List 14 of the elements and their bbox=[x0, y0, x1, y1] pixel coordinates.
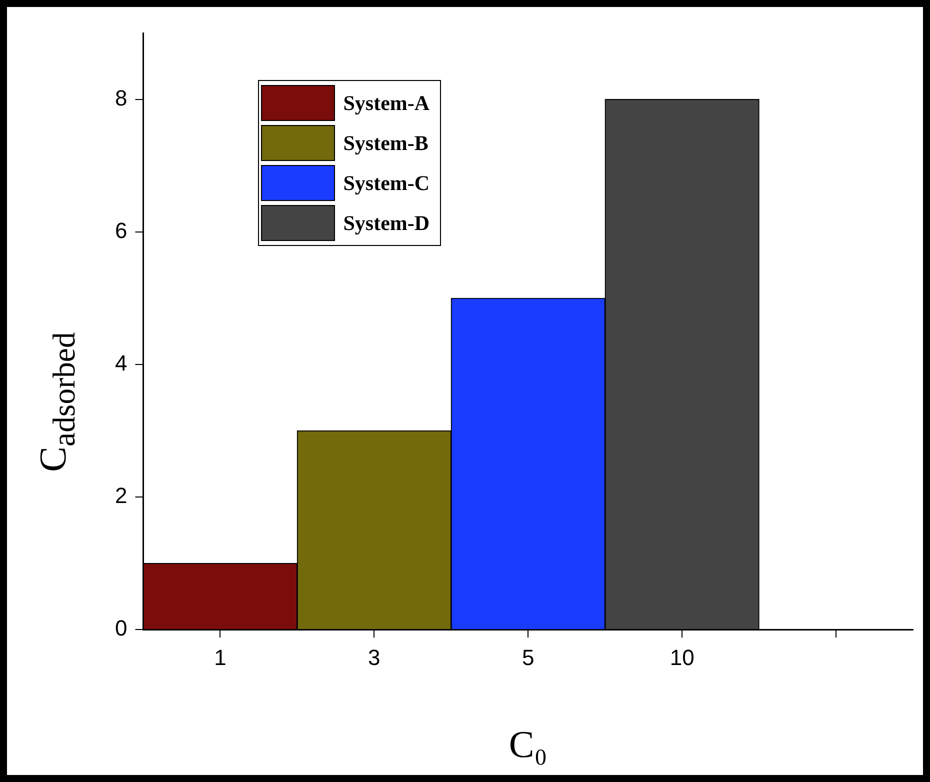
x-tick-label: 3 bbox=[368, 644, 380, 670]
legend-label: System-B bbox=[343, 130, 428, 156]
y-tick-label: 4 bbox=[114, 350, 128, 376]
x-tick-label: 10 bbox=[670, 644, 694, 670]
y-tick-label: 6 bbox=[114, 218, 128, 243]
x-tick-label: 5 bbox=[522, 644, 534, 670]
x-tick-label: 1 bbox=[214, 644, 226, 670]
legend-label: System-D bbox=[343, 210, 430, 236]
y-tick-label: 0 bbox=[114, 616, 128, 641]
x-axis-title: C₀ bbox=[508, 723, 548, 767]
legend-label: System-A bbox=[343, 90, 430, 116]
y-tick-label: 8 bbox=[114, 85, 128, 110]
y-tick-label: 2 bbox=[114, 483, 128, 508]
legend-label: System-C bbox=[343, 170, 430, 196]
